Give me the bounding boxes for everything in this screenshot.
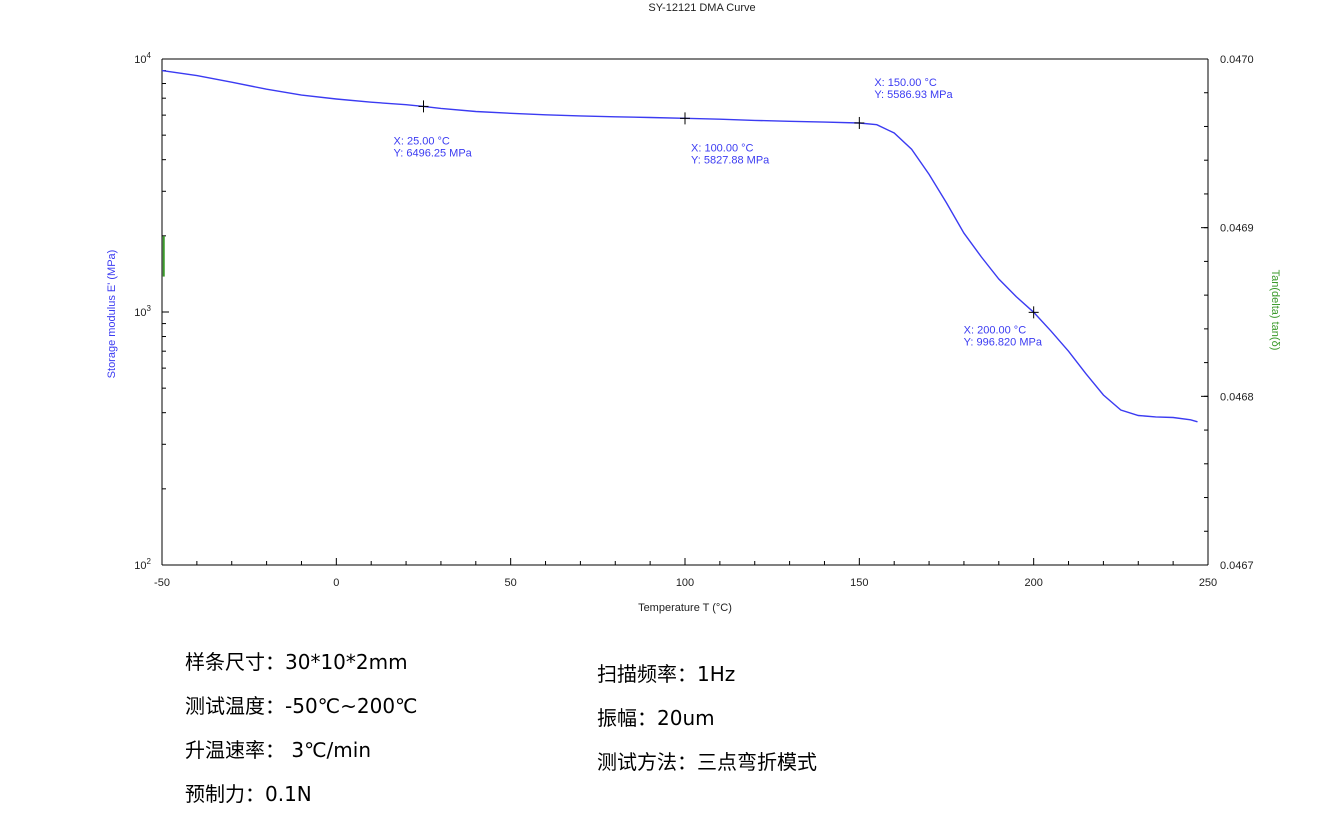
- chart-title: SY-12121 DMA Curve: [648, 2, 755, 14]
- x-tick-label: 0: [333, 577, 339, 589]
- dma-chart: SY-12121 DMA Curve -50 0 50 100 150 200 250 Tem…: [106, 2, 1281, 614]
- annotation-x-label: X: 200.00 °C: [964, 324, 1027, 336]
- x-tick-label: 250: [1199, 577, 1217, 589]
- param-scan-frequency: 扫描频率：1Hz: [597, 662, 736, 686]
- annotation-x-label: X: 150.00 °C: [874, 77, 937, 89]
- y-right-tick-label: 0.0469: [1220, 223, 1254, 235]
- x-tick-label: 100: [676, 577, 694, 589]
- annotation-y-label: Y: 6496.25 MPa: [394, 147, 473, 159]
- param-amplitude: 振幅：20um: [597, 706, 715, 730]
- param-heating-rate: 升温速率： 3℃/min: [185, 738, 371, 762]
- annotation-x-label: X: 25.00 °C: [394, 135, 450, 147]
- param-sample-size: 样条尺寸：30*10*2mm: [185, 650, 408, 674]
- test-params-left: 样条尺寸：30*10*2mm 测试温度：-50℃~200℃ 升温速率： 3℃/m…: [185, 648, 418, 824]
- param-test-temperature: 测试温度：-50℃~200℃: [185, 694, 418, 718]
- y-right-tick-label: 0.0470: [1220, 54, 1254, 66]
- y-left-tick-label: 103: [134, 304, 151, 319]
- param-test-method: 测试方法：三点弯折模式: [597, 750, 817, 774]
- annotation-y-label: Y: 5586.93 MPa: [874, 89, 953, 101]
- x-tick-label: 200: [1024, 577, 1042, 589]
- y-right-tick-label: 0.0468: [1220, 391, 1254, 403]
- annotation-y-label: Y: 996.820 MPa: [964, 336, 1043, 348]
- annotation-y-label: Y: 5827.88 MPa: [691, 154, 770, 166]
- test-params-right: 扫描频率：1Hz 振幅：20um 测试方法：三点弯折模式: [597, 660, 817, 792]
- y-axis-left-label: Storage modulus E' (MPa): [106, 250, 118, 379]
- x-tick-label: 50: [505, 577, 517, 589]
- series-storage-modulus-line: [161, 69, 1198, 423]
- x-tick-label: -50: [154, 577, 170, 589]
- annotation-x-label: X: 100.00 °C: [691, 142, 754, 154]
- y-left-tick-label: 102: [134, 557, 151, 572]
- x-axis-label: Temperature T (°C): [638, 602, 732, 614]
- y-right-tick-label: 0.0467: [1220, 560, 1254, 572]
- y-axis-right-label: Tan(delta) tan(δ): [1269, 270, 1281, 351]
- x-tick-label: 150: [850, 577, 868, 589]
- param-preload-force: 预制力：0.1N: [185, 782, 312, 806]
- y-left-tick-label: 104: [134, 51, 151, 66]
